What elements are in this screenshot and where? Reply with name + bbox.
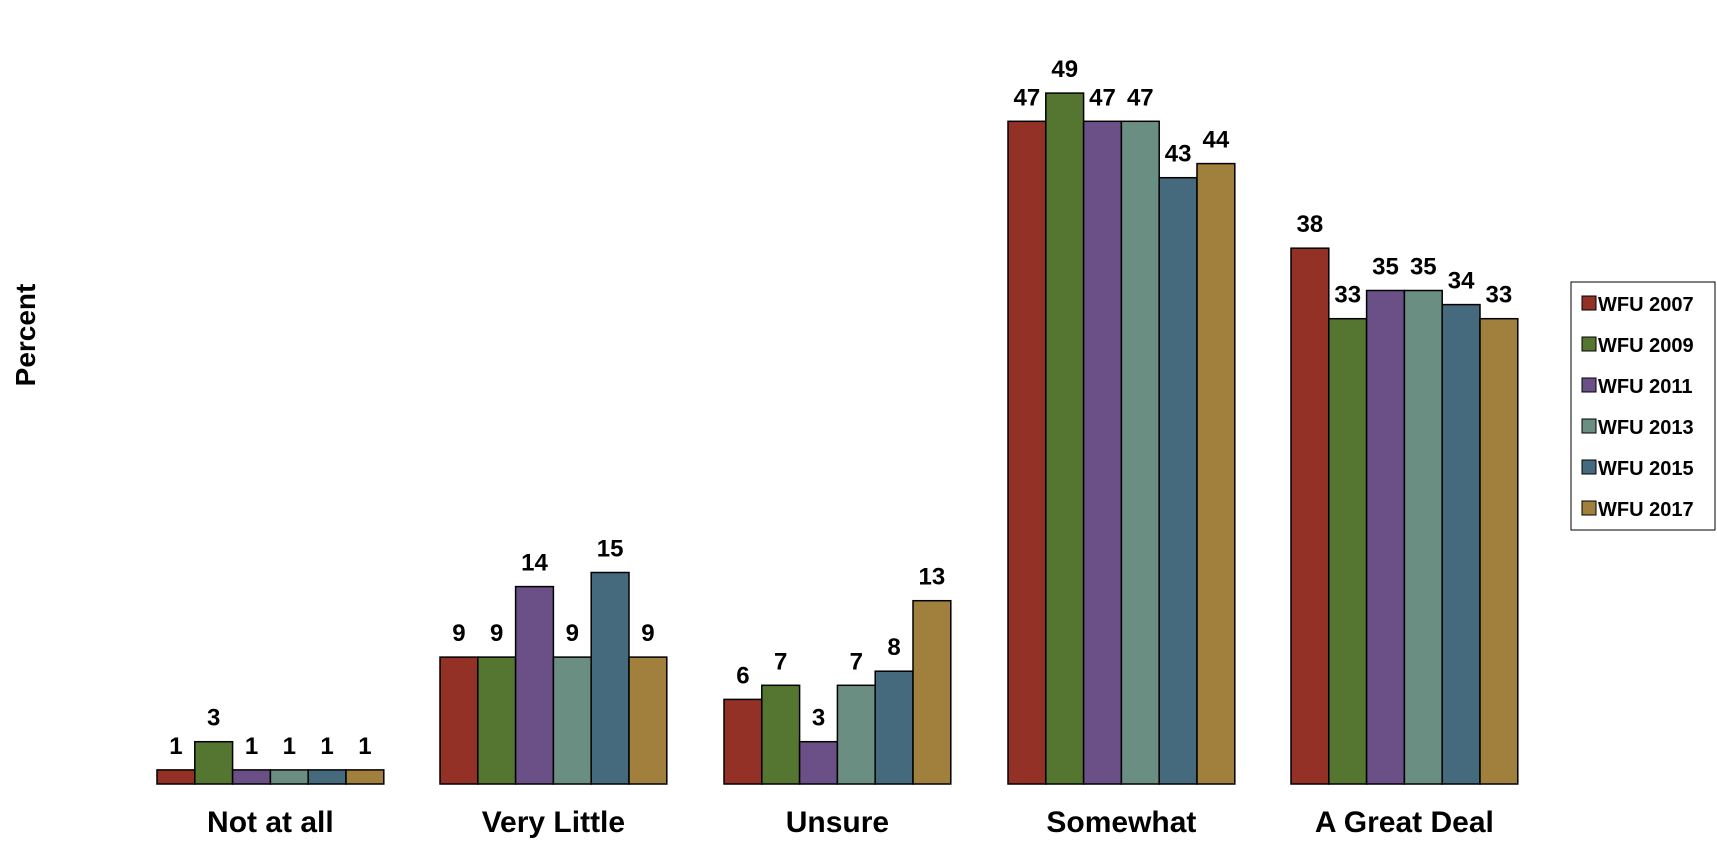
bar-very-little-wfu-2011 bbox=[514, 585, 555, 785]
value-label-unsure-wfu-2011: 3 bbox=[812, 705, 825, 732]
bar-unsure-wfu-2007 bbox=[723, 698, 763, 785]
legend-frame bbox=[1570, 281, 1716, 531]
bar-unsure-wfu-2013 bbox=[836, 684, 876, 785]
category-label-not-at-all: Not at all bbox=[207, 806, 334, 839]
bar-a-great-deal-wfu-2011 bbox=[1365, 289, 1406, 785]
bar-somewhat-wfu-2015 bbox=[1158, 176, 1198, 785]
value-label-unsure-wfu-2017: 13 bbox=[919, 564, 946, 591]
legend-swatch-wfu-2013 bbox=[1581, 418, 1597, 434]
bar-somewhat-wfu-2017 bbox=[1196, 162, 1236, 785]
legend-swatch-wfu-2009 bbox=[1581, 336, 1597, 352]
category-label-unsure: Unsure bbox=[786, 806, 889, 839]
bar-unsure-wfu-2015 bbox=[874, 670, 914, 785]
legend-label-wfu-2011: WFU 2011 bbox=[1598, 376, 1692, 398]
bar-somewhat-wfu-2013 bbox=[1120, 120, 1160, 785]
bar-a-great-deal-wfu-2015 bbox=[1441, 303, 1481, 785]
bar-somewhat-wfu-2009 bbox=[1045, 92, 1085, 785]
legend-label-wfu-2013: WFU 2013 bbox=[1598, 417, 1694, 439]
bar-very-little-wfu-2007 bbox=[439, 656, 479, 785]
value-label-unsure-wfu-2007: 6 bbox=[736, 662, 749, 689]
category-labels-group: Not at all Very Little Unsure Somewhat A Gre… bbox=[207, 806, 1494, 839]
value-label-somewhat-wfu-2011: 47 bbox=[1089, 84, 1116, 111]
value-label-very-little-wfu-2013: 9 bbox=[566, 620, 579, 647]
bar-a-great-deal-wfu-2013 bbox=[1403, 289, 1443, 785]
value-label-a-great-deal-wfu-2015: 34 bbox=[1448, 268, 1475, 295]
value-label-not-at-all-wfu-2013: 1 bbox=[283, 733, 296, 760]
bar-unsure-wfu-2017 bbox=[912, 599, 952, 785]
category-label-somewhat: Somewhat bbox=[1046, 806, 1196, 839]
value-label-a-great-deal-wfu-2011: 35 bbox=[1372, 254, 1399, 281]
bar-a-great-deal-wfu-2017 bbox=[1479, 317, 1519, 785]
legend-label-wfu-2007: WFU 2007 bbox=[1598, 294, 1694, 316]
value-label-somewhat-wfu-2009: 49 bbox=[1051, 56, 1078, 83]
value-label-not-at-all-wfu-2017: 1 bbox=[358, 733, 371, 760]
value-label-somewhat-wfu-2015: 43 bbox=[1165, 141, 1192, 168]
value-label-very-little-wfu-2009: 9 bbox=[490, 620, 503, 647]
value-label-a-great-deal-wfu-2009: 33 bbox=[1334, 282, 1361, 309]
value-label-not-at-all-wfu-2011: 1 bbox=[245, 733, 258, 760]
value-label-not-at-all-wfu-2007: 1 bbox=[169, 733, 182, 760]
value-label-very-little-wfu-2011: 14 bbox=[521, 550, 548, 577]
value-label-very-little-wfu-2007: 9 bbox=[452, 620, 465, 647]
value-label-not-at-all-wfu-2015: 1 bbox=[320, 733, 333, 760]
value-label-somewhat-wfu-2007: 47 bbox=[1014, 84, 1041, 111]
bar-very-little-wfu-2015 bbox=[590, 571, 630, 785]
value-label-somewhat-wfu-2017: 44 bbox=[1203, 127, 1230, 154]
value-label-a-great-deal-wfu-2007: 38 bbox=[1297, 211, 1324, 238]
category-label-very-little: Very Little bbox=[482, 806, 625, 839]
value-label-somewhat-wfu-2013: 47 bbox=[1127, 84, 1154, 111]
legend-swatch-wfu-2015 bbox=[1581, 459, 1597, 475]
value-label-very-little-wfu-2015: 15 bbox=[597, 536, 624, 563]
legend-label-wfu-2017: WFU 2017 bbox=[1598, 499, 1694, 521]
bar-not-at-all-wfu-2009 bbox=[194, 740, 234, 785]
legend-label-wfu-2015: WFU 2015 bbox=[1598, 458, 1694, 480]
bar-very-little-wfu-2017 bbox=[628, 656, 668, 785]
bar-not-at-all-wfu-2015 bbox=[307, 769, 347, 785]
bar-not-at-all-wfu-2013 bbox=[269, 769, 309, 785]
value-label-unsure-wfu-2009: 7 bbox=[774, 648, 787, 675]
bars-group bbox=[156, 92, 1519, 785]
bar-unsure-wfu-2009 bbox=[761, 684, 801, 785]
bar-not-at-all-wfu-2011 bbox=[231, 769, 272, 785]
legend: WFU 2007 WFU 2009 WFU 2011 WFU 2013 WFU 2015… bbox=[1570, 281, 1716, 531]
value-label-not-at-all-wfu-2009: 3 bbox=[207, 705, 220, 732]
category-label-a-great-deal: A Great Deal bbox=[1315, 806, 1494, 839]
legend-swatch-wfu-2007 bbox=[1581, 295, 1597, 311]
legend-swatch-wfu-2011 bbox=[1581, 377, 1597, 393]
bar-not-at-all-wfu-2017 bbox=[345, 769, 385, 785]
value-label-a-great-deal-wfu-2017: 33 bbox=[1486, 282, 1513, 309]
legend-swatch-wfu-2017 bbox=[1581, 500, 1597, 516]
bar-somewhat-wfu-2011 bbox=[1082, 120, 1123, 785]
bar-not-at-all-wfu-2007 bbox=[156, 769, 196, 785]
value-label-a-great-deal-wfu-2013: 35 bbox=[1410, 254, 1437, 281]
legend-label-wfu-2009: WFU 2009 bbox=[1598, 335, 1694, 357]
bar-very-little-wfu-2013 bbox=[552, 656, 592, 785]
value-label-unsure-wfu-2015: 8 bbox=[887, 634, 900, 661]
y-axis-label: Percent bbox=[10, 284, 41, 387]
bar-unsure-wfu-2011 bbox=[798, 740, 839, 785]
bar-very-little-wfu-2009 bbox=[477, 656, 517, 785]
bar-a-great-deal-wfu-2009 bbox=[1328, 317, 1368, 785]
bar-a-great-deal-wfu-2007 bbox=[1290, 247, 1330, 785]
bar-somewhat-wfu-2007 bbox=[1007, 120, 1047, 785]
value-label-unsure-wfu-2013: 7 bbox=[850, 648, 863, 675]
value-label-very-little-wfu-2017: 9 bbox=[641, 620, 654, 647]
